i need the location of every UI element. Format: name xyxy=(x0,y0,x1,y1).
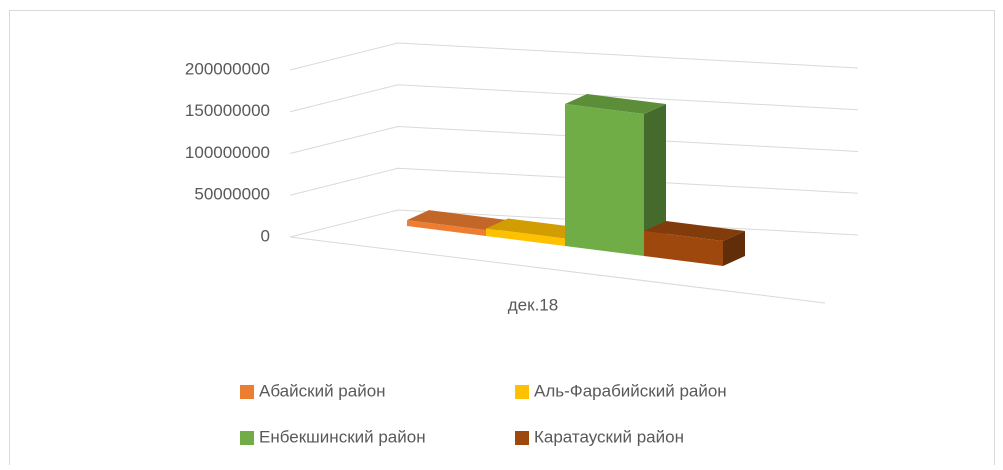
bar-side xyxy=(723,230,745,266)
y-tick-label: 200000000 xyxy=(185,59,270,78)
bar xyxy=(644,220,745,266)
y-tick-label: 50000000 xyxy=(194,185,270,204)
x-tick-label: дек.18 xyxy=(508,295,558,314)
legend-label: Енбекшинский район xyxy=(259,427,426,446)
legend-label: Каратауский район xyxy=(534,427,684,446)
bar-top xyxy=(565,94,666,115)
legend-swatch xyxy=(515,431,529,445)
y-tick-label: 0 xyxy=(261,226,270,245)
bar-side xyxy=(644,104,666,256)
legend-swatch xyxy=(515,385,529,399)
floor-edge xyxy=(289,236,826,304)
legend-label: Абайский район xyxy=(259,381,386,400)
bar-front xyxy=(407,220,486,236)
bar-top xyxy=(644,220,745,241)
bar xyxy=(565,94,666,256)
y-tick-label: 100000000 xyxy=(185,143,270,162)
legend-swatch xyxy=(240,431,254,445)
grid-line xyxy=(289,42,859,71)
grid-line xyxy=(289,167,859,196)
bar-front xyxy=(644,230,723,266)
y-tick-label: 150000000 xyxy=(185,101,270,120)
bar-front xyxy=(486,228,565,246)
legend-swatch xyxy=(240,385,254,399)
chart-border xyxy=(9,10,995,470)
bar-top xyxy=(486,218,587,239)
legend-label: Аль-Фарабийский район xyxy=(534,381,727,400)
grid-line xyxy=(289,84,859,113)
bar-front xyxy=(565,104,644,256)
bar-top xyxy=(407,210,508,231)
grid-line xyxy=(289,125,859,154)
